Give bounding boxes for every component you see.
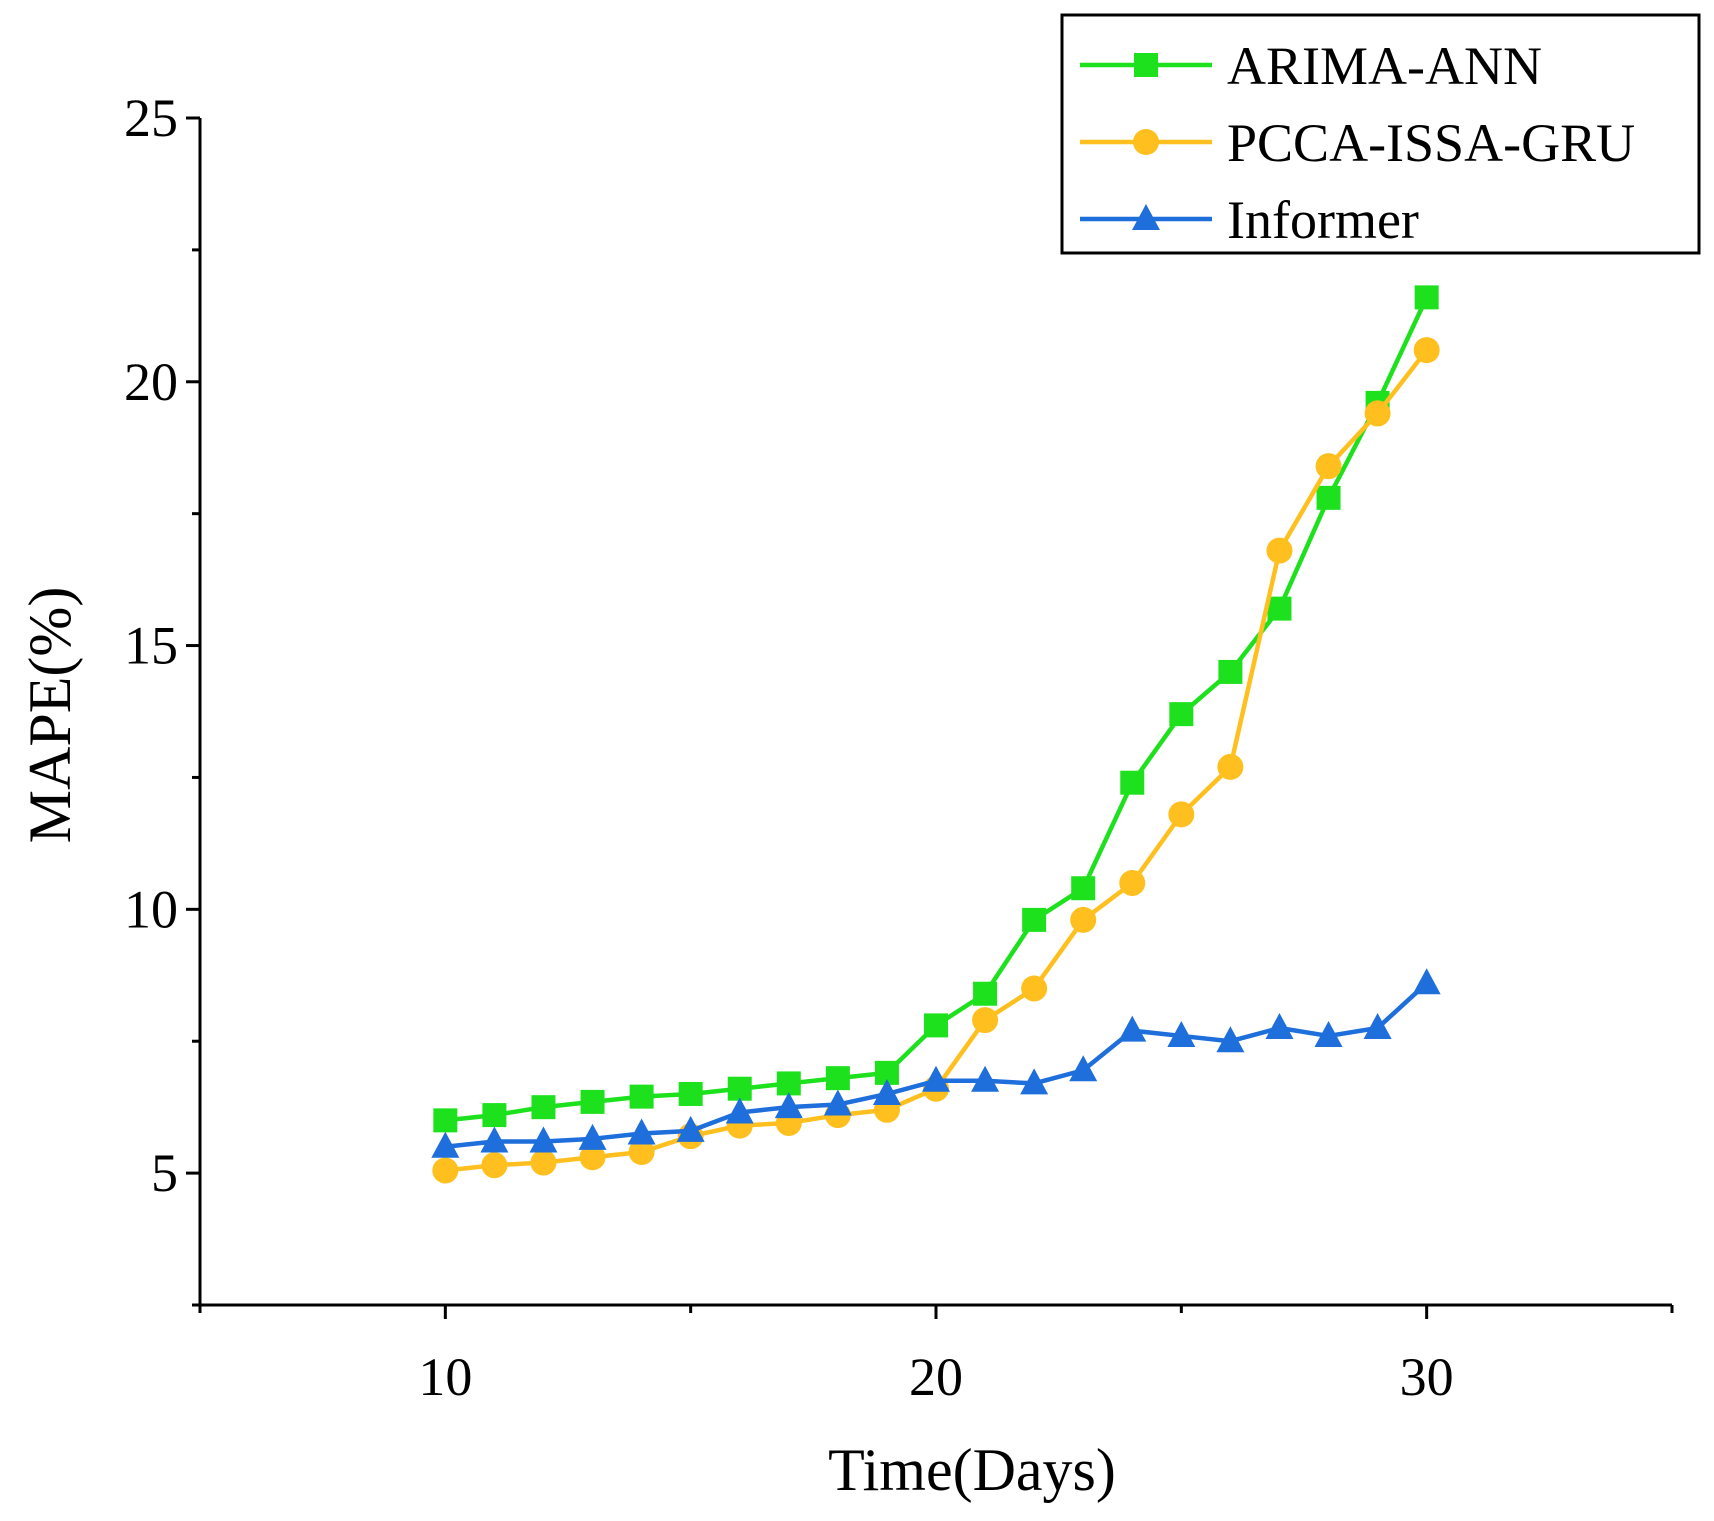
legend: ARIMA-ANN PCCA-ISSA-GRU Informer [1060,13,1701,255]
data-point-informer [1314,1020,1343,1047]
data-point-arima-ann [1169,702,1194,727]
data-point-arima-ann [531,1095,556,1120]
data-point-informer [431,1131,460,1158]
data-point-informer [872,1078,901,1105]
data-point-pcca-issa-gru [1266,537,1293,564]
series-pcca-issa-gru [432,337,1440,1184]
data-point-informer [1265,1013,1294,1040]
data-point-informer [1167,1020,1196,1047]
data-point-arima-ann [924,1013,948,1038]
data-point-informer [627,1118,656,1145]
y-tick-label: 15 [124,616,178,676]
legend-item-pcca-issa-gru: PCCA-ISSA-GRU [1080,113,1635,173]
series-layer [431,285,1441,1184]
data-point-arima-ann [1414,285,1439,310]
data-point-pcca-issa-gru [1364,400,1391,427]
data-point-informer [1069,1055,1098,1082]
y-tick-label: 10 [124,879,178,939]
legend-label: Informer [1227,190,1419,250]
data-point-pcca-issa-gru [481,1152,508,1179]
data-point-informer [529,1126,558,1153]
data-point-arima-ann [629,1084,654,1109]
data-point-pcca-issa-gru [1217,753,1244,780]
data-point-arima-ann [1120,770,1145,795]
legend-box [1060,13,1701,255]
data-point-pcca-issa-gru [530,1149,557,1176]
data-point-arima-ann [973,981,998,1006]
data-point-arima-ann [1316,485,1341,510]
data-point-arima-ann [1218,659,1243,684]
data-point-informer [1118,1015,1147,1042]
legend-marker [1132,204,1160,230]
data-point-informer [971,1065,1000,1092]
data-point-pcca-issa-gru [1021,975,1048,1002]
data-point-pcca-issa-gru [1413,337,1440,364]
series-line-pcca-issa-gru [445,348,1429,1173]
data-point-informer [1412,968,1441,995]
series-informer [431,968,1441,1158]
data-point-informer [1216,1026,1245,1053]
data-point-pcca-issa-gru [579,1144,606,1171]
series-arima-ann [433,285,1439,1133]
data-point-informer [1363,1013,1392,1040]
legend-marker [1134,53,1158,77]
x-axis-title: Time(Days) [828,1437,1116,1503]
axes: 5 10 15 20 25 10 20 30 [124,88,1674,1407]
data-point-pcca-issa-gru [628,1139,655,1166]
data-point-arima-ann [678,1081,703,1106]
y-tick-label: 5 [151,1143,178,1203]
x-tick-label: 10 [418,1347,472,1407]
data-point-informer [1020,1068,1049,1095]
data-point-arima-ann [776,1071,801,1096]
legend-item-informer: Informer [1080,190,1419,250]
data-point-arima-ann [727,1076,752,1101]
data-point-pcca-issa-gru [1070,906,1097,933]
data-point-informer [725,1097,754,1124]
data-point-pcca-issa-gru [432,1157,459,1184]
legend-item-arima-ann: ARIMA-ANN [1080,36,1542,96]
data-point-pcca-issa-gru [972,1007,999,1034]
x-tick-label: 20 [909,1347,963,1407]
y-axis-title: MAPE(%) [17,587,83,844]
data-point-informer [578,1123,607,1150]
data-point-informer [676,1115,705,1142]
data-point-arima-ann [1267,596,1292,621]
data-point-arima-ann [433,1108,458,1133]
data-point-arima-ann [1022,907,1047,932]
legend-label: PCCA-ISSA-GRU [1227,113,1635,173]
x-tick-label: 30 [1400,1347,1454,1407]
data-point-arima-ann [1071,876,1096,901]
y-tick-label: 20 [124,352,178,412]
legend-marker [1133,129,1159,155]
data-point-pcca-issa-gru [1168,801,1195,828]
data-point-arima-ann [580,1089,605,1114]
series-line-arima-ann [445,296,1429,1123]
legend-label: ARIMA-ANN [1227,36,1542,96]
data-point-informer [922,1065,950,1092]
data-point-informer [823,1089,852,1116]
data-point-pcca-issa-gru [1119,869,1146,896]
data-point-arima-ann [825,1066,850,1091]
series-line-informer [445,981,1429,1149]
y-tick-label: 25 [124,88,178,148]
data-point-informer [480,1126,509,1153]
data-point-arima-ann [482,1103,507,1128]
data-point-informer [774,1092,803,1119]
data-point-pcca-issa-gru [1315,453,1342,480]
